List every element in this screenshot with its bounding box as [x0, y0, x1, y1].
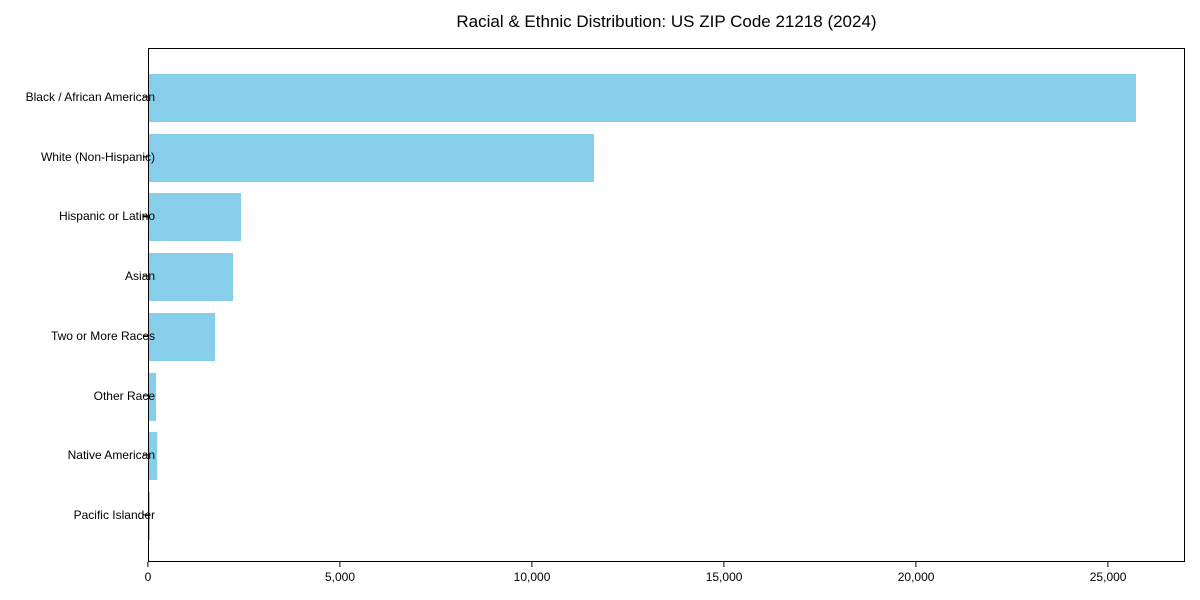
plot-area: [148, 48, 1185, 562]
x-tick-mark: [915, 562, 917, 567]
y-tick-mark: [143, 215, 148, 218]
bar: [149, 312, 216, 361]
x-tick-label: 20,000: [897, 570, 935, 584]
y-tick-mark: [143, 96, 148, 98]
bar: [149, 491, 151, 540]
y-tick-mark: [143, 454, 148, 456]
x-tick-label: 25,000: [1089, 570, 1127, 584]
bar: [149, 193, 242, 242]
y-tick-mark: [143, 275, 148, 277]
x-tick-label: 0: [144, 570, 152, 584]
x-tick-label: 5,000: [325, 570, 356, 584]
y-tick-label: Pacific Islander: [73, 507, 155, 522]
y-tick-mark: [143, 335, 148, 337]
chart-title: Racial & Ethnic Distribution: US ZIP Cod…: [456, 12, 877, 31]
bar: [149, 74, 1136, 122]
x-tick-label: 15,000: [705, 570, 743, 584]
bar: [149, 133, 595, 182]
y-tick-label: Black / African American: [25, 90, 155, 104]
y-tick-mark: [143, 394, 148, 397]
y-tick-label: Hispanic or Latino: [58, 209, 155, 224]
bar: [149, 253, 233, 302]
y-tick-label: White (Non-Hispanic): [40, 149, 155, 164]
bar: [149, 372, 157, 421]
y-tick-label: Two or More Races: [50, 328, 155, 343]
y-tick-label: Other Race: [93, 388, 155, 403]
x-tick-mark: [723, 562, 725, 567]
bar: [149, 432, 157, 481]
x-tick-label: 10,000: [513, 570, 551, 584]
x-tick-mark: [147, 562, 149, 567]
x-tick-mark: [339, 562, 341, 567]
y-tick-label: Asian: [124, 269, 155, 284]
y-tick-label: Native American: [67, 448, 155, 463]
y-tick-mark: [143, 156, 148, 158]
x-tick-mark: [531, 562, 533, 567]
x-tick-mark: [1107, 562, 1109, 567]
y-tick-mark: [143, 514, 148, 516]
